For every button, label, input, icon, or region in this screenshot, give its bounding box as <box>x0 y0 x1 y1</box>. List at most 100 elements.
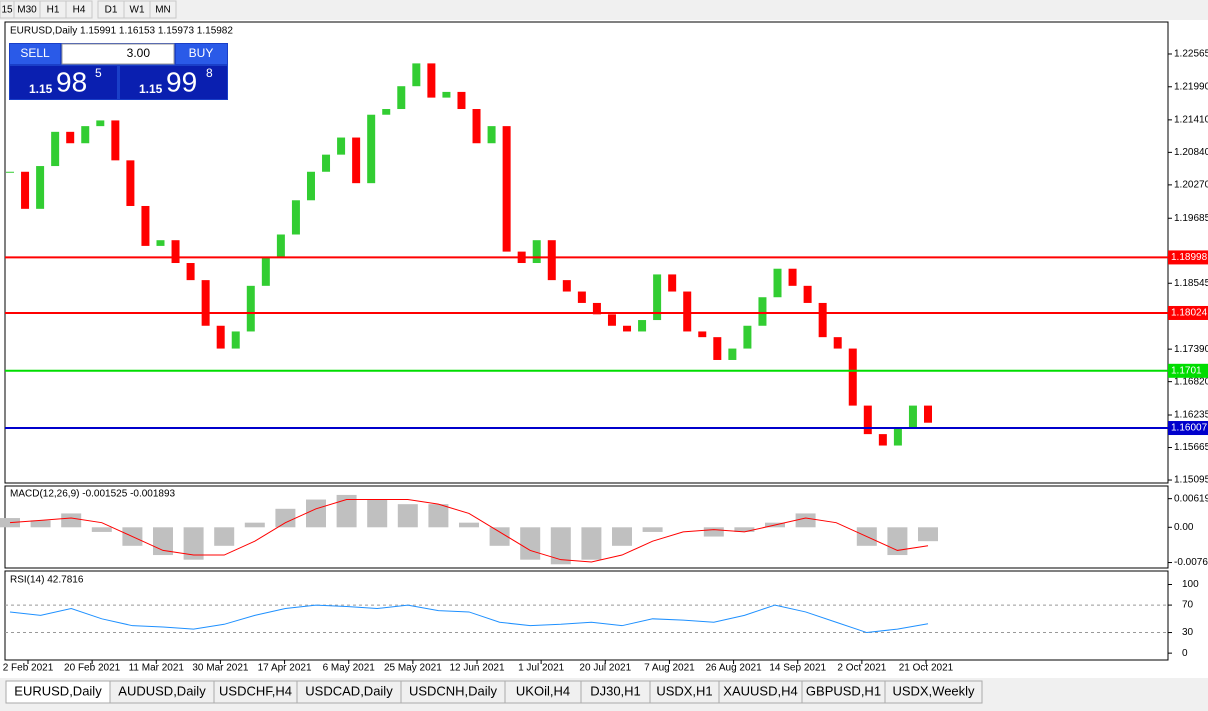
y-tick-label: 0 <box>1182 648 1188 659</box>
tab-label[interactable]: USDX,Weekly <box>892 683 975 698</box>
level-label: 1.18998 <box>1171 252 1208 263</box>
x-tick-label: 1 Jul 2021 <box>518 663 565 674</box>
candle <box>6 171 14 173</box>
x-tick-label: 17 Apr 2021 <box>258 663 312 674</box>
tab-label[interactable]: USDCHF,H4 <box>219 683 292 698</box>
candle <box>231 331 240 349</box>
candle <box>66 131 75 144</box>
x-tick-label: 2 Oct 2021 <box>837 663 886 674</box>
level-tag <box>1168 305 1208 320</box>
y-tick-label: 1.22565 <box>1174 49 1208 60</box>
candle <box>51 131 60 167</box>
y-tick-label: 100 <box>1182 579 1199 590</box>
candle <box>893 428 902 446</box>
timeframe-label[interactable]: MN <box>155 5 171 16</box>
candle <box>201 280 210 326</box>
y-tick-label: 70 <box>1182 600 1194 611</box>
candle <box>21 171 30 209</box>
candle <box>743 325 752 349</box>
candle <box>713 337 722 360</box>
lots-input[interactable] <box>61 43 175 65</box>
ask-box[interactable] <box>120 66 227 99</box>
candle <box>382 109 391 115</box>
y-tick-label: 1.21990 <box>1174 81 1208 92</box>
tab-label[interactable]: UKOil,H4 <box>516 683 570 698</box>
bid-box[interactable] <box>10 66 117 99</box>
candle <box>577 291 586 303</box>
y-tick-label: 0.006193 <box>1174 493 1208 504</box>
bid-prefix: 1.15 <box>29 82 53 96</box>
candle <box>878 434 887 446</box>
x-tick-label: 25 May 2021 <box>384 663 442 674</box>
candle <box>216 325 225 349</box>
candle <box>291 200 300 235</box>
x-tick-label: 21 Oct 2021 <box>899 663 954 674</box>
x-tick-label: 30 Mar 2021 <box>192 663 249 674</box>
candle <box>698 331 707 338</box>
signal-line <box>9 499 929 563</box>
macd-bar <box>734 527 755 532</box>
x-tick-label: 11 Mar 2021 <box>129 663 185 674</box>
tab-label[interactable]: AUDUSD,Daily <box>118 683 206 698</box>
bid-big: 98 <box>56 66 87 97</box>
macd-title: MACD(12,26,9) -0.001525 -0.001893 <box>10 489 176 500</box>
timeframe-label[interactable]: H1 <box>47 5 60 16</box>
candle <box>773 268 782 298</box>
candle <box>472 109 481 144</box>
candle <box>352 137 361 184</box>
tab-label[interactable]: EURUSD,Daily <box>14 683 102 698</box>
macd-bar <box>91 527 112 532</box>
y-tick-label: 1.16820 <box>1174 376 1208 387</box>
candle <box>36 166 45 209</box>
buy-label[interactable]: BUY <box>189 46 214 60</box>
buy-button[interactable] <box>176 44 227 64</box>
macd-bar <box>459 522 479 528</box>
timeframe-label[interactable]: M30 <box>17 5 37 16</box>
candle <box>502 126 511 252</box>
macd-bar <box>336 494 357 528</box>
tab-label[interactable]: USDCNH,Daily <box>409 683 498 698</box>
candle <box>96 120 105 127</box>
x-tick-label: 20 Feb 2021 <box>64 663 121 674</box>
candle <box>638 320 647 332</box>
candle <box>818 302 827 338</box>
tab-label[interactable]: GBPUSD,H1 <box>806 683 881 698</box>
candle <box>607 314 616 326</box>
candle <box>728 348 737 360</box>
macd-bar <box>428 504 449 528</box>
timeframe-button[interactable] <box>65 0 93 19</box>
x-tick-label: 14 Sep 2021 <box>769 663 826 674</box>
tab-label[interactable]: USDCAD,Daily <box>305 683 393 698</box>
level-label: 1.18024 <box>1171 308 1208 319</box>
candle <box>547 240 556 281</box>
candle <box>141 205 150 246</box>
y-tick-label: 1.15665 <box>1174 442 1208 453</box>
timeframe-label[interactable]: W1 <box>130 5 145 16</box>
tab[interactable] <box>884 680 983 704</box>
candle <box>156 240 165 246</box>
timeframe-label[interactable]: 15 <box>1 5 13 16</box>
timeframe-button[interactable] <box>149 0 177 19</box>
candle <box>81 126 90 144</box>
tab-label[interactable]: USDX,H1 <box>656 683 712 698</box>
candle <box>487 126 496 144</box>
candle <box>276 234 285 258</box>
candle <box>306 171 315 201</box>
candle <box>126 160 135 206</box>
candle <box>186 263 195 281</box>
tab-label[interactable]: DJ30,H1 <box>590 683 641 698</box>
tab-label[interactable]: XAUUSD,H4 <box>723 683 797 698</box>
candle <box>337 137 346 155</box>
sell-button[interactable] <box>10 44 60 64</box>
trade-panel: SELL 3.00 BUY 1.15 98 5 1.15 99 8 <box>9 43 228 100</box>
candle <box>457 91 466 110</box>
candle <box>427 63 436 98</box>
timeframe-label[interactable]: H4 <box>73 5 86 16</box>
macd-bar <box>918 527 938 542</box>
macd-bar <box>61 513 82 528</box>
macd-bar <box>520 527 541 560</box>
macd-bar <box>214 527 235 546</box>
timeframe-label[interactable]: D1 <box>105 5 118 16</box>
lots-value[interactable]: 3.00 <box>127 46 151 60</box>
sell-label[interactable]: SELL <box>20 46 50 60</box>
